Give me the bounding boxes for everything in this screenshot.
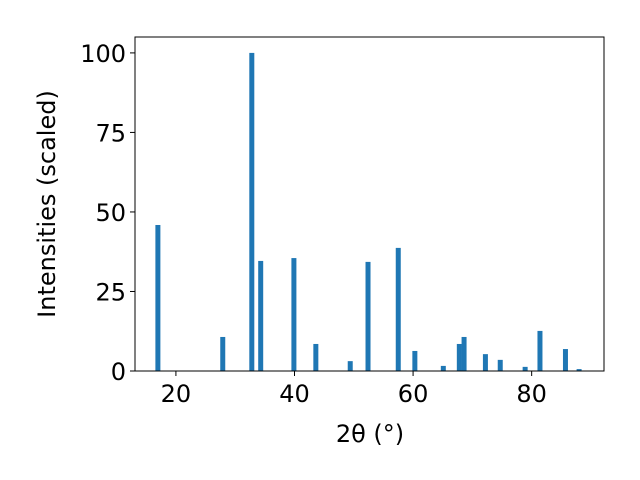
bar xyxy=(313,343,319,371)
y-tick-label: 25 xyxy=(95,278,126,306)
bar xyxy=(440,365,446,371)
bar xyxy=(365,261,371,371)
y-tick-label: 100 xyxy=(80,40,126,68)
bar xyxy=(562,349,568,371)
bar xyxy=(576,369,582,371)
bar xyxy=(155,224,161,371)
bar xyxy=(258,260,264,371)
bar xyxy=(537,330,543,371)
bar xyxy=(347,361,353,371)
bar xyxy=(220,336,226,371)
y-tick-label: 75 xyxy=(95,119,126,147)
y-tick-label: 50 xyxy=(95,199,126,227)
bar xyxy=(461,336,467,371)
x-tick-label: 80 xyxy=(516,380,547,408)
y-axis-label: Intensities (scaled) xyxy=(33,90,61,318)
x-tick-label: 40 xyxy=(279,380,310,408)
bar xyxy=(497,359,503,371)
plot-frame xyxy=(134,36,605,372)
x-axis-label: 2θ (°) xyxy=(336,420,404,448)
bar xyxy=(456,343,462,371)
x-tick-label: 20 xyxy=(161,380,192,408)
bar xyxy=(522,366,528,371)
bar xyxy=(291,258,297,371)
bar xyxy=(412,350,418,371)
bar xyxy=(482,354,488,371)
x-tick-label: 60 xyxy=(398,380,429,408)
bar xyxy=(395,247,401,371)
bar xyxy=(249,52,255,372)
y-tick-label: 0 xyxy=(111,358,126,386)
